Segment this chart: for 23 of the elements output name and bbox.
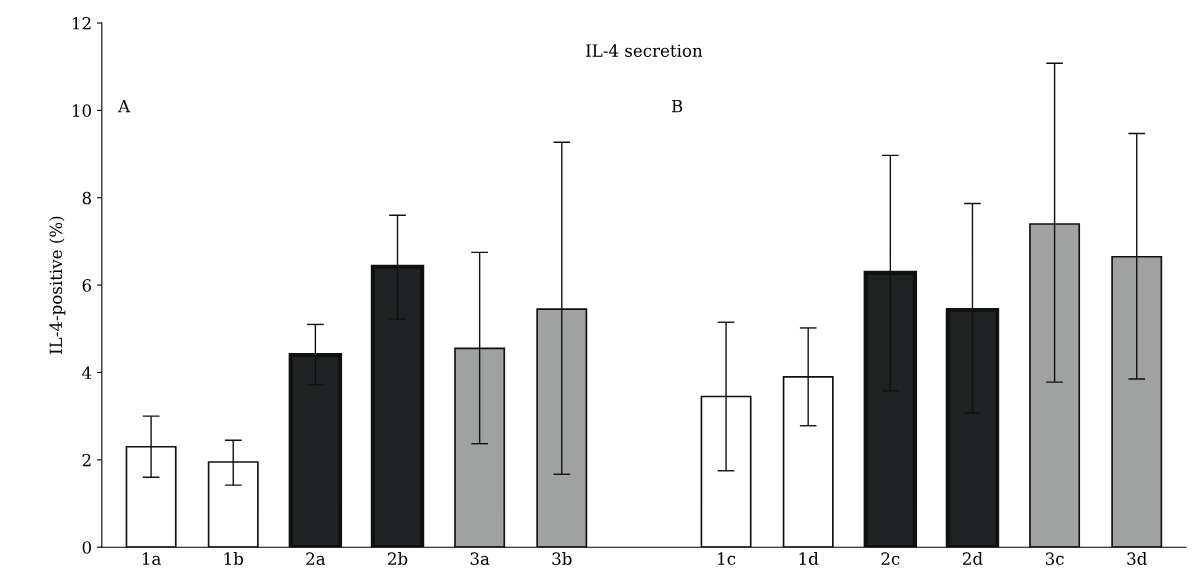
x-tick-label: 1d: [799, 552, 819, 565]
y-tick-label: 4: [82, 366, 92, 379]
x-tick-label: 3c: [1045, 552, 1064, 565]
y-tick-label: 2: [82, 453, 91, 467]
x-tick-label: 2c: [881, 552, 900, 565]
annotation: B: [671, 100, 683, 113]
y-tick-label: 6: [82, 279, 92, 292]
y-tick-label: 10: [72, 104, 91, 117]
x-tick-label: 3d: [1127, 552, 1147, 565]
x-tick-label: 2b: [388, 552, 408, 565]
annotation: A: [117, 100, 131, 113]
y-tick-label: 12: [72, 17, 91, 30]
y-axis-title: IL-4-positive (%): [49, 216, 66, 354]
x-tick-label: 3b: [552, 552, 572, 565]
text: IL-4 secretion: [586, 44, 703, 57]
x-tick-label: 2d: [962, 552, 983, 565]
x-tick-label: 1b: [224, 552, 244, 565]
x-tick-label: 3a: [470, 552, 490, 565]
x-tick-label: 2a: [306, 552, 326, 565]
y-tick-label: 8: [82, 191, 91, 205]
x-tick-label: 1a: [142, 552, 161, 565]
x-tick-label: 1c: [718, 552, 736, 565]
y-tick-label: 0: [82, 541, 91, 554]
